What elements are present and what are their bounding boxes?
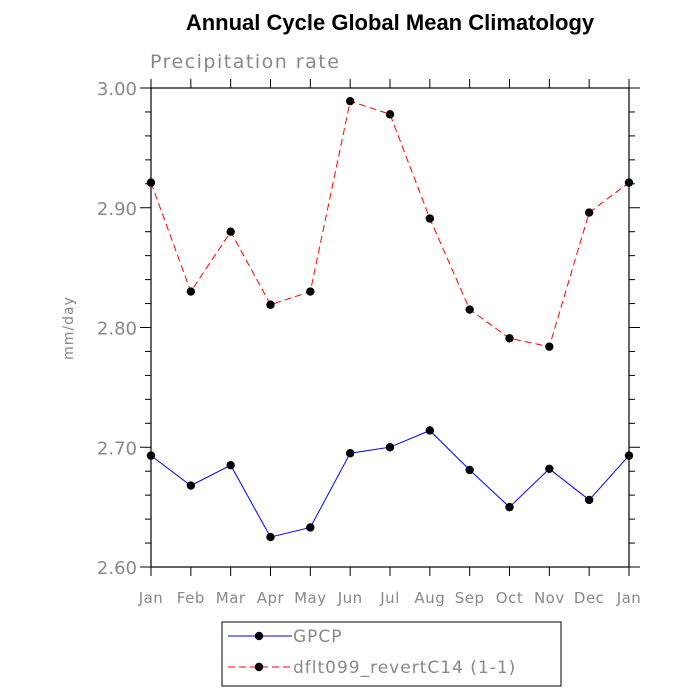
data-point <box>624 451 634 460</box>
data-point <box>146 178 156 187</box>
legend-box <box>221 621 562 687</box>
data-point <box>545 342 554 351</box>
x-tick-label: Nov <box>534 589 565 607</box>
data-point <box>584 208 594 217</box>
data-point <box>505 334 514 343</box>
chart-title: Annual Cycle Global Mean Climatology <box>186 10 595 35</box>
y-tick-label: 2.80 <box>97 319 137 340</box>
data-point <box>584 495 594 505</box>
plot-frame <box>150 87 630 568</box>
legend-marker <box>254 631 264 641</box>
legend-entry: GPCP <box>293 627 343 647</box>
x-tick-label: Feb <box>177 589 205 607</box>
data-point <box>345 449 355 458</box>
x-tick-label: Jul <box>379 589 400 607</box>
data-point <box>186 481 196 490</box>
x-tick-label: Jun <box>337 589 363 607</box>
data-point <box>624 178 634 187</box>
data-point <box>465 465 474 475</box>
series-line <box>150 100 630 348</box>
data-point <box>345 96 355 106</box>
x-tick-label: Apr <box>257 589 285 607</box>
data-point <box>505 502 514 512</box>
data-point <box>226 227 235 236</box>
data-point <box>186 287 196 296</box>
plot-series <box>146 96 634 542</box>
data-point <box>545 464 554 474</box>
series-gpcp <box>146 426 634 542</box>
data-point <box>266 532 275 542</box>
data-point <box>306 287 315 296</box>
data-point <box>425 214 435 223</box>
x-tick-label: Jan <box>616 589 642 607</box>
data-point <box>385 443 395 452</box>
data-point <box>465 305 474 314</box>
x-tick-label: Jan <box>138 589 164 607</box>
y-axis-label: mm/day <box>61 296 77 360</box>
legend-entry: dflt099_revertC14 (1-1) <box>293 658 516 678</box>
data-point <box>425 426 435 435</box>
y-tick-label: 2.60 <box>97 558 137 579</box>
data-point <box>306 523 315 532</box>
chart-subtitle: Precipitation rate <box>150 51 340 73</box>
axes: 2.60 2.70 2.80 2.90 3.00 Jan Feb Mar Apr May Jun Ju… <box>97 79 641 607</box>
data-point <box>266 300 275 309</box>
x-tick-label: Oct <box>496 589 523 607</box>
y-tick-label: 2.90 <box>97 199 137 220</box>
data-point <box>226 461 235 470</box>
x-tick-label: Sep <box>455 589 485 607</box>
x-tick-label: Dec <box>574 589 605 607</box>
y-tick-label: 3.00 <box>97 79 137 100</box>
data-point <box>385 110 395 119</box>
x-tick-label: Mar <box>216 589 246 607</box>
legend: GPCP dflt099_revertC14 (1-1) <box>221 621 562 687</box>
y-tick-label: 2.70 <box>97 438 137 459</box>
data-point <box>146 451 156 460</box>
x-tick-label: May <box>294 589 327 607</box>
legend-marker <box>254 662 264 672</box>
x-tick-label: Aug <box>414 589 445 607</box>
series-dflt099 <box>146 96 634 351</box>
